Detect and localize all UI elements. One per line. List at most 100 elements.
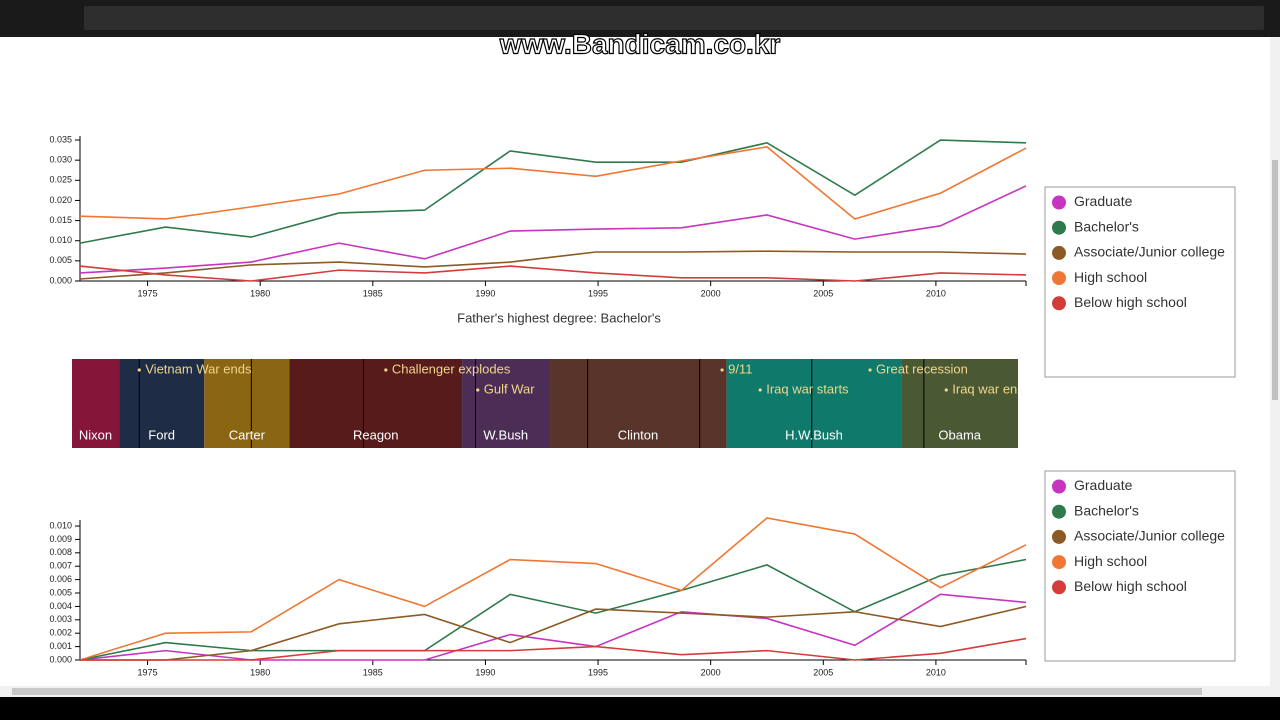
legend-label: Below high school (1074, 294, 1187, 310)
legend-label: High school (1074, 269, 1147, 285)
legend-swatch (1052, 195, 1066, 210)
legend-swatch (1052, 529, 1066, 544)
x-tick-label: 1980 (250, 667, 270, 677)
series-line (80, 605, 1027, 661)
event-label: Iraq war starts (766, 381, 849, 396)
x-tick-label: 1975 (138, 667, 158, 677)
x-tick-label: 1990 (475, 667, 495, 677)
y-tick-label: 0.020 (49, 195, 72, 205)
series-line (79, 593, 1027, 661)
series-line (79, 139, 1027, 244)
event-label: Iraq war en (952, 381, 1017, 396)
event-dot (758, 388, 762, 392)
legend-swatch (1052, 296, 1066, 311)
event-dot (137, 368, 141, 372)
event-label: Great recession (876, 361, 968, 376)
president-name: H.W.Bush (785, 427, 843, 442)
president-name: W.Bush (483, 427, 528, 442)
event-label: Gulf War (484, 381, 535, 396)
y-tick-label: 0.003 (49, 614, 72, 624)
address-bar[interactable] (84, 6, 1264, 30)
y-tick-label: 0.010 (49, 235, 72, 245)
series-line (79, 250, 1027, 280)
term-block (72, 359, 120, 448)
legend-label: High school (1074, 553, 1147, 569)
president-name: Reagon (353, 427, 399, 442)
event-label: 9/11 (728, 361, 752, 376)
y-tick-label: 0.009 (49, 534, 72, 544)
legend-swatch (1052, 555, 1066, 570)
event-dot (476, 388, 480, 392)
y-tick-label: 0.008 (49, 547, 72, 557)
legend-swatch (1052, 271, 1066, 286)
x-tick-label: 1980 (250, 288, 270, 298)
term-block (901, 359, 1018, 448)
y-tick-label: 0.006 (49, 574, 72, 584)
series-line (79, 146, 1027, 220)
president-name: Carter (229, 427, 266, 442)
y-tick-label: 0.004 (49, 601, 72, 611)
scrollbar-thumb[interactable] (1272, 160, 1278, 400)
x-tick-label: 1995 (588, 667, 608, 677)
legend-label: Below high school (1074, 578, 1187, 594)
y-tick-label: 0.005 (49, 587, 72, 597)
event-dot (868, 368, 872, 372)
timeline: Nixon Ford Carter Reagon W.Bush Clinton H.W.Bu… (72, 359, 1018, 448)
x-tick-label: 2005 (813, 288, 833, 298)
x-tick-label: 2005 (813, 667, 833, 677)
term-block (462, 359, 550, 448)
legend-label: Graduate (1074, 477, 1133, 493)
president-name: Obama (938, 427, 981, 442)
legend-swatch (1052, 580, 1066, 595)
term-block (726, 359, 902, 448)
x-tick-label: 1985 (363, 288, 383, 298)
event-dot (720, 368, 724, 372)
x-tick-label: 2010 (926, 288, 946, 298)
event-dot (944, 388, 948, 392)
series-line (79, 558, 1027, 661)
legend-label: Graduate (1074, 193, 1133, 209)
y-tick-label: 0.001 (49, 641, 72, 651)
h-scrollbar-thumb[interactable] (12, 688, 1202, 695)
event-label: Challenger explodes (392, 361, 511, 376)
y-tick-label: 0.035 (49, 134, 72, 144)
x-tick-label: 2000 (701, 667, 721, 677)
series-line (80, 637, 1027, 661)
term-block (549, 359, 727, 448)
chart-caption: Father's highest degree: Bachelor's (457, 310, 661, 325)
y-tick-label: 0.007 (49, 561, 72, 571)
president-name: Nixon (79, 427, 112, 442)
watermark: www.Bandicam.co.kr (499, 28, 781, 59)
legend-label: Bachelor's (1074, 502, 1139, 518)
series-line (79, 517, 1027, 661)
legend-label: Associate/Junior college (1074, 244, 1225, 260)
y-tick-label: 0.015 (49, 215, 72, 225)
event-label: Vietnam War ends (145, 361, 252, 376)
event-dot (384, 368, 388, 372)
legend-box (1044, 470, 1236, 662)
x-tick-label: 2010 (926, 667, 946, 677)
legend-label: Associate/Junior college (1074, 528, 1225, 544)
y-tick-label: 0.000 (49, 275, 72, 285)
x-tick-label: 2000 (701, 288, 721, 298)
y-tick-label: 0.030 (49, 155, 72, 165)
y-tick-label: 0.002 (49, 628, 72, 638)
y-tick-label: 0.010 (49, 520, 72, 530)
legend-label: Bachelor's (1074, 218, 1139, 234)
y-tick-label: 0.000 (49, 654, 72, 664)
legend-swatch (1052, 479, 1066, 494)
term-block (289, 359, 463, 448)
president-name: Ford (148, 427, 175, 442)
y-tick-label: 0.005 (49, 255, 72, 265)
series-line (79, 265, 1027, 282)
x-tick-label: 1990 (475, 288, 495, 298)
x-tick-label: 1995 (588, 288, 608, 298)
x-tick-label: 1985 (363, 667, 383, 677)
legend-swatch (1052, 504, 1066, 519)
term-block (204, 359, 290, 448)
president-name: Clinton (618, 427, 658, 442)
series-line (79, 185, 1027, 274)
legend-swatch (1052, 245, 1066, 260)
